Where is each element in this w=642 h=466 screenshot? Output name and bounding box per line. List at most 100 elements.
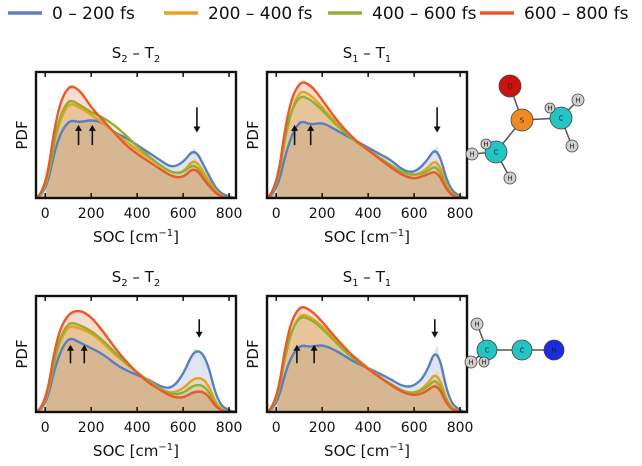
chart-panel: 0 200 400 600 800 S1 – T1 SOC [cm−1] PDF [244,268,473,460]
panel-title: S1 – T1 [343,268,391,289]
plot-frame [34,70,238,200]
x-axis-label: SOC [cm−1] [324,442,410,460]
series-area [36,309,236,412]
x-axis-label: SOC [cm−1] [93,228,179,246]
atom [480,138,492,150]
arrow-up-icon [307,124,315,146]
x-tick-label: 400 [124,206,151,222]
plot-area [267,80,467,198]
series-line [36,85,236,198]
legend-label: 200 – 400 fs [208,4,313,24]
series-line [36,337,236,412]
arrow-up-icon [291,124,299,146]
series-line [267,81,467,198]
arrow-down-icon [433,107,441,133]
arrow-up-icon [310,344,318,364]
legend-label: 400 – 600 fs [372,4,477,24]
arrow-up-icon [293,344,301,364]
series-line [267,120,467,198]
panel-title: S1 – T1 [343,44,391,65]
atom [498,74,522,98]
atom-label: C [494,149,499,157]
arrow-up-icon [75,124,83,146]
series-area [267,315,467,412]
x-tick-label: 200 [309,206,336,222]
atom-label: C [520,347,525,355]
legend-label: 0 – 200 fs [52,4,135,24]
x-tick-label: 0 [41,206,50,222]
chart-panels: 0 200 400 600 800 S2 – T2 SOC [cm−1] PDF 0 200 400… [13,44,473,460]
atom [470,317,484,331]
atom-label: C [485,347,490,355]
panel-title: S2 – T2 [112,268,160,289]
y-axis-label: PDF [13,120,31,149]
series-area [267,89,467,198]
y-axis-label: PDF [244,120,262,149]
atom [503,171,517,185]
atom [478,356,490,368]
plot-frame [265,70,469,200]
x-tick-label: 200 [78,420,105,436]
x-tick-label: 200 [309,420,336,436]
x-tick-label: 800 [447,206,474,222]
x-tick-label: 600 [170,206,197,222]
atom-label: H [569,143,574,151]
arrow-up-icon [80,344,88,364]
plot-frame [34,294,238,414]
y-axis-label: PDF [13,339,31,368]
x-tick-label: 0 [272,206,281,222]
atom-label: H [483,141,488,149]
legend-label: 600 – 800 fs [524,4,629,24]
atom-label: H [507,175,512,183]
arrow-down-icon [195,319,203,338]
x-tick-label: 600 [170,420,197,436]
x-axis-label: SOC [cm−1] [324,228,410,246]
atom-label: H [547,105,552,113]
arrow-up-icon [66,344,74,364]
atom [511,339,533,361]
series-area [36,119,236,198]
x-tick-label: 400 [355,206,382,222]
atom-label: H [468,359,473,367]
atom [510,108,534,132]
series-line [36,99,236,198]
atom-label: H [474,321,479,329]
atom-label: O [507,83,513,91]
series-area [267,313,467,412]
x-tick-label: 800 [216,420,243,436]
atom-label: N [551,347,556,355]
series-area [36,84,236,198]
atom-label: S [520,117,525,125]
series-line [36,103,236,198]
atom [544,102,556,114]
series-area [36,321,236,412]
atom [465,147,479,161]
x-tick-label: 400 [124,420,151,436]
x-tick-label: 600 [401,420,428,436]
x-tick-label: 400 [355,420,382,436]
atom [571,93,585,107]
chart-panel: 0 200 400 600 800 S2 – T2 SOC [cm−1] PDF [13,268,242,460]
x-tick-label: 800 [216,206,243,222]
series-area [267,94,467,198]
arrow-down-icon [193,107,201,133]
plot-area [36,84,236,198]
atom-label: H [575,97,580,105]
arrow-down-icon [431,319,439,338]
atom-label: H [481,359,486,367]
x-tick-label: 200 [78,206,105,222]
molecule-2: C C NHH H [464,317,565,369]
series-area [267,80,467,198]
series-line [36,309,236,412]
atom [565,139,579,153]
series-line [267,306,467,412]
atom-label: C [559,115,564,123]
chart-panel: 0 200 400 600 800 S1 – T1 SOC [cm−1] PDF [244,44,473,246]
x-tick-label: 0 [272,420,281,436]
atom-label: H [469,151,474,159]
panel-title: S2 – T2 [112,44,160,65]
plot-area [36,309,236,412]
